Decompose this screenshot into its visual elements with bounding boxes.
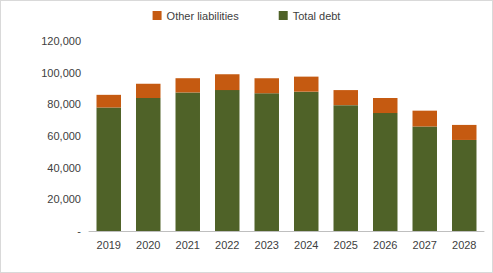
svg-text:60,000: 60,000 — [47, 130, 81, 142]
svg-text:40,000: 40,000 — [47, 162, 81, 174]
svg-text:2019: 2019 — [97, 239, 121, 251]
svg-text:2024: 2024 — [294, 239, 318, 251]
svg-text:2028: 2028 — [452, 239, 476, 251]
svg-text:2020: 2020 — [136, 239, 160, 251]
svg-text:120,000: 120,000 — [41, 35, 81, 47]
svg-text:-: - — [77, 225, 81, 237]
svg-text:2026: 2026 — [373, 239, 397, 251]
svg-text:2023: 2023 — [255, 239, 279, 251]
svg-text:100,000: 100,000 — [41, 67, 81, 79]
svg-text:2027: 2027 — [413, 239, 437, 251]
svg-text:2025: 2025 — [334, 239, 358, 251]
svg-text:Total debt: Total debt — [293, 10, 341, 22]
svg-text:20,000: 20,000 — [47, 193, 81, 205]
svg-text:2022: 2022 — [215, 239, 239, 251]
svg-text:80,000: 80,000 — [47, 98, 81, 110]
svg-text:2021: 2021 — [176, 239, 200, 251]
svg-text:Other liabilities: Other liabilities — [167, 10, 240, 22]
